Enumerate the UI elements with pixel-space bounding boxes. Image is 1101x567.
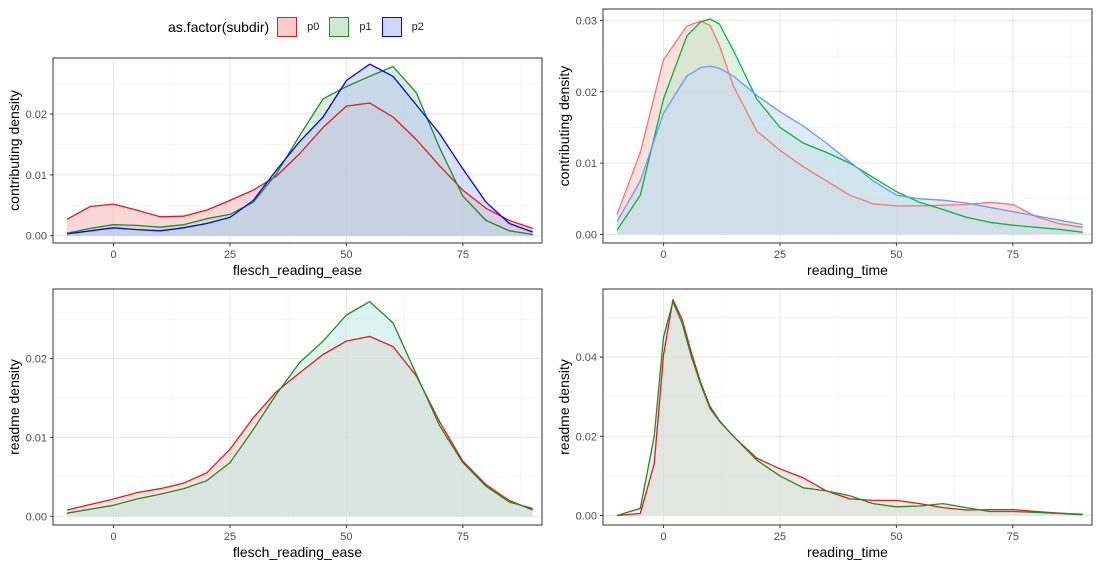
y-tick-label: 0.02 [26,353,47,365]
y-tick-label: 0.01 [26,432,47,444]
x-tick-label: 25 [224,249,236,261]
y-tick-label: 0.01 [26,170,47,182]
legend-key-p1 [329,17,350,37]
legend-label-p0: p0 [307,21,320,33]
panel-2: 0 25 50 75 0.00 0.01 0.02 flesch_reading_ease re… [6,288,543,560]
legend: as.factor(subdir) p0 p1 p2 [168,12,434,42]
x-tick-label: 75 [1007,249,1019,261]
density-line-p1 [66,65,533,236]
panel-3: 0 25 50 75 0.00 0.02 0.04 reading_time readme de… [556,288,1093,560]
x-tick-label: 0 [110,249,116,261]
legend-label-p2: p2 [411,21,424,33]
legend-title: as.factor(subdir) [168,19,270,35]
legend-label-p1: p1 [359,21,372,33]
legend-key-p2 [381,17,402,37]
density-line-p2 [616,65,1083,226]
density-line-p0 [66,335,533,511]
x-tick-label: 0 [660,249,666,261]
x-tick-label: 0 [660,531,666,543]
legend-item-p1: p1 [329,17,372,37]
density-line-p2 [66,63,533,235]
legend-item-p2: p2 [381,17,424,37]
density-layer [616,18,1083,235]
density-line-p1 [616,301,1083,517]
density-area-p1 [617,301,1083,516]
density-layer [66,300,533,517]
y-tick-label: 0.02 [576,87,597,99]
x-axis-title: reading_time [807,262,888,278]
y-axis-title: readme density [6,359,22,455]
x-axis-title: flesch_reading_ease [233,262,362,278]
density-line-p0 [616,299,1083,517]
x-tick-label: 75 [1007,531,1019,543]
density-line-p1 [66,300,533,514]
x-tick-label: 75 [457,249,469,261]
y-axis-title: contributing density [6,90,22,211]
legend-item-p0: p0 [277,17,319,37]
x-axis-title: flesch_reading_ease [233,544,362,560]
density-line-p0 [616,20,1083,228]
x-tick-label: 50 [340,531,352,543]
density-line-p0 [66,102,533,230]
y-tick-label: 0.00 [26,231,47,243]
legend-key-p0 [277,17,298,37]
x-tick-label: 75 [457,531,469,543]
y-tick-label: 0.00 [576,229,597,241]
panel-border [52,57,543,244]
density-line-p1 [616,18,1083,233]
x-tick-label: 50 [340,249,352,261]
panel-border [602,288,1093,526]
density-layer [66,63,533,236]
density-area-p2 [617,66,1083,235]
panel-border [52,288,543,526]
x-tick-label: 25 [224,531,236,543]
x-tick-label: 25 [774,531,786,543]
x-tick-label: 25 [774,249,786,261]
y-axis-title: contributing density [556,66,572,187]
y-tick-label: 0.01 [576,158,597,170]
y-tick-label: 0.00 [576,510,597,522]
y-tick-label: 0.02 [26,109,47,121]
x-tick-label: 50 [890,249,902,261]
panel-border [602,8,1093,244]
panel-1: 0 25 50 75 0.00 0.01 0.02 0.03 reading_time contr… [556,8,1093,278]
y-tick-label: 0.00 [26,511,47,523]
y-tick-label: 0.04 [576,352,597,364]
density-area-p2 [67,64,533,236]
y-axis-title: readme density [556,359,572,455]
density-area-p1 [67,301,533,517]
x-tick-label: 0 [110,531,116,543]
x-tick-label: 50 [890,531,902,543]
x-axis-title: reading_time [807,544,888,560]
y-tick-label: 0.03 [576,15,597,27]
density-layer [616,299,1083,517]
y-tick-label: 0.02 [576,431,597,443]
panel-0: 0 25 50 75 0.00 0.01 0.02 flesch_reading_ease co… [6,57,543,278]
